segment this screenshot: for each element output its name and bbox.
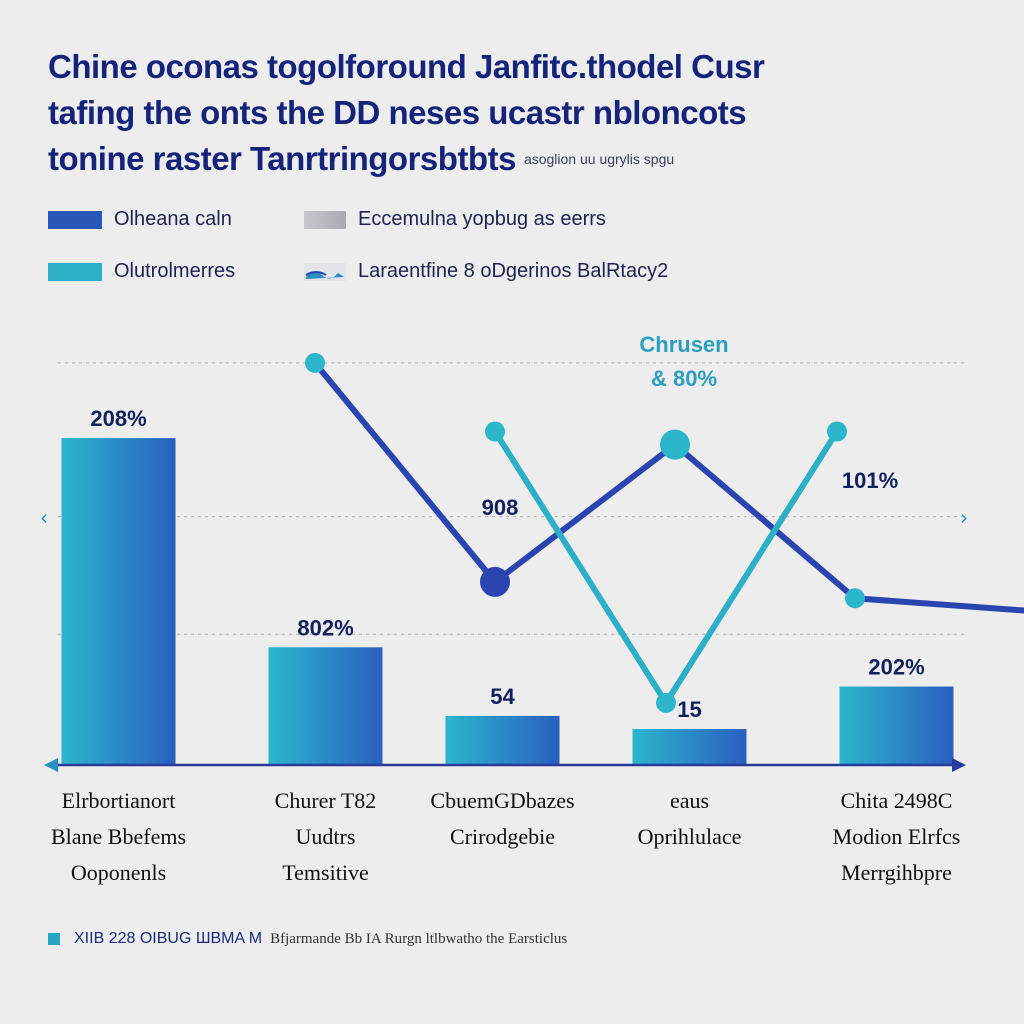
- legend-wave-icon: [304, 262, 346, 281]
- x-axis-right-arrow-icon: [952, 758, 966, 772]
- footer-code: XIIB 228 OIBUG ШBMA M: [74, 930, 263, 947]
- bar-2: [268, 647, 383, 765]
- legend-swatch-2: [48, 262, 102, 281]
- legend-item-4: Laraentfine 8 oDgerinos BalRtacy2: [304, 260, 668, 283]
- legend-label-3: Eccemulna yopbug as eerrs: [358, 208, 606, 230]
- bar-3: [445, 715, 560, 765]
- series-1-point-4: [845, 588, 865, 609]
- x-axis-left-arrow-icon: [44, 758, 58, 772]
- category-label-5-2: Modion Elrfcs: [833, 824, 961, 849]
- bar-value-label-2: 802%: [297, 615, 353, 640]
- legend-item-2: Olutrolmerres: [48, 260, 235, 283]
- right-marker-icon: ›: [960, 506, 968, 530]
- series-2-point-1: [485, 421, 505, 442]
- legend-label-4: Laraentfine 8 oDgerinos BalRtacy2: [358, 260, 669, 282]
- title-line-3: tonine raster Tanrtringorsbtbts asoglion …: [48, 136, 988, 182]
- point-label-4: 101%: [842, 468, 898, 493]
- chart-title: Chine oconas togolforound Janfitc.thodel…: [48, 44, 988, 182]
- category-label-1-2: Blane Bbefems: [51, 824, 186, 849]
- category-label-4-2: Oprihlulace: [638, 824, 742, 849]
- category-label-4-1: eaus: [670, 788, 709, 813]
- category-label-2-1: Churer T82: [275, 788, 377, 813]
- series-line-2: [492, 429, 840, 706]
- point-label-1: 908: [482, 495, 519, 520]
- category-label-2-3: Temsitive: [282, 860, 368, 885]
- category-label-5-1: Chita 2498C: [841, 788, 953, 813]
- series-line-1: [312, 360, 1024, 614]
- legend-label-2: Olutrolmerres: [114, 260, 236, 282]
- point-label-2: Chrusen: [639, 332, 728, 357]
- category-label-3-1: CbuemGDbazes: [430, 788, 574, 813]
- legend-item-3: Eccemulna yopbug as eerrs: [304, 208, 606, 231]
- title-line-3-text: tonine raster Tanrtringorsbtbts: [48, 140, 516, 177]
- bar-4: [632, 729, 747, 765]
- legend-swatch-3: [304, 210, 346, 229]
- bar-1: [61, 438, 176, 765]
- legend-swatch-1: [48, 210, 102, 229]
- footer-square-icon: [48, 933, 60, 945]
- legend-item-1: Olheana caln: [48, 208, 232, 231]
- footer-note: Bfjarmande Bb IA Rurgn ltlbwatho the Ear…: [270, 930, 568, 947]
- bar-value-label-5: 202%: [868, 655, 924, 680]
- chart-subtitle: asoglion uu ugrylis spgu: [523, 151, 675, 167]
- series-1-point-2: [480, 566, 510, 597]
- bar-value-label-4: 15: [677, 697, 701, 722]
- bar-5: [839, 686, 954, 765]
- chart-footer: XIIB 228 OIBUG ШBMA M Bfjarmande Bb IA R…: [48, 930, 968, 948]
- title-line-1: Chine oconas togolforound Janfitc.thodel…: [48, 48, 765, 85]
- series-2-point-3: [827, 421, 847, 442]
- series-1-point-1: [305, 352, 325, 373]
- legend-label-1: Olheana caln: [114, 208, 232, 230]
- category-label-1-1: Elrbortianort: [62, 788, 176, 813]
- title-line-2: tafing the onts the DD neses ucastr nblo…: [48, 94, 747, 131]
- category-label-3-2: Crirodgebie: [450, 824, 555, 849]
- chart-legend: Olheana caln Olutrolmerres Eccemulna yop…: [48, 208, 968, 288]
- category-label-5-3: Merrgihbpre: [841, 860, 952, 885]
- bar-value-label-3: 54: [490, 684, 515, 709]
- category-label-2-2: Uudtrs: [296, 824, 356, 849]
- left-marker-icon: ‹: [40, 506, 48, 530]
- series-1-point-3: [660, 429, 690, 460]
- category-label-1-3: Ooponenls: [71, 860, 166, 885]
- bar-value-label-1: 208%: [90, 406, 146, 431]
- point-label-3: & 80%: [651, 366, 717, 391]
- series-2-point-2: [656, 692, 676, 713]
